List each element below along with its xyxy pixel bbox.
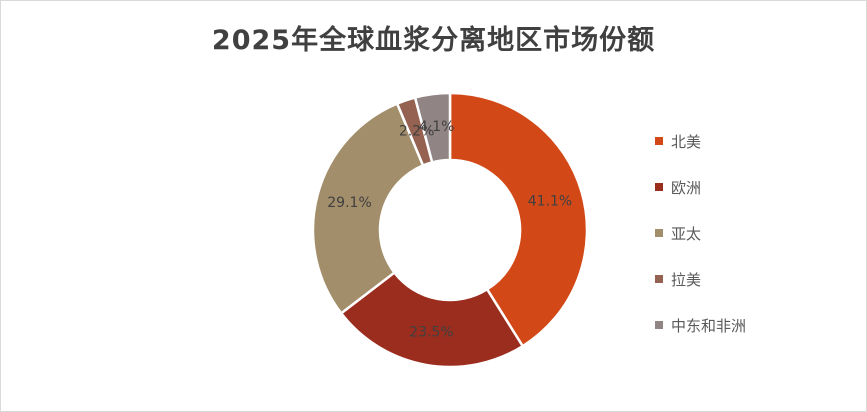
data-label-1: 41.1%: [528, 193, 572, 209]
donut-slices: [311, 91, 589, 369]
donut-slice-5: [413, 91, 452, 164]
donut-slice-1: [448, 91, 589, 348]
donut-slice-3: [311, 101, 425, 316]
legend-item-3: 亚太: [655, 210, 855, 256]
legend-label-5: 中东和非洲: [671, 316, 747, 335]
legend-label-1: 北美: [671, 132, 702, 151]
data-label-2: 23.5%: [409, 324, 453, 340]
legend-label-2: 欧洲: [671, 178, 702, 197]
data-labels: 41.1% 23.5% 29.1% 2.2%4.1%: [327, 119, 572, 340]
legend-swatch-4: [655, 275, 663, 283]
legend-item-1: 北美: [655, 118, 855, 164]
legend-swatch-3: [655, 229, 663, 237]
legend-label-4: 拉美: [671, 270, 702, 289]
donut-slice-2: [339, 270, 525, 369]
legend-swatch-2: [655, 183, 663, 191]
data-label-4: 2.2%: [399, 124, 435, 140]
data-label-3: 29.1%: [327, 195, 371, 211]
legend-item-5: 中东和非洲: [655, 302, 855, 348]
legend-item-2: 欧洲: [655, 164, 855, 210]
legend-swatch-1: [655, 137, 663, 145]
legend-label-3: 亚太: [671, 224, 702, 243]
chart-title: 2025年全球血浆分离地区市场份额: [211, 25, 656, 56]
legend: 北美欧洲亚太拉美中东和非洲: [655, 118, 855, 348]
data-label-5: 4.1%: [419, 119, 455, 135]
legend-swatch-5: [655, 321, 663, 329]
legend-item-4: 拉美: [655, 256, 855, 302]
